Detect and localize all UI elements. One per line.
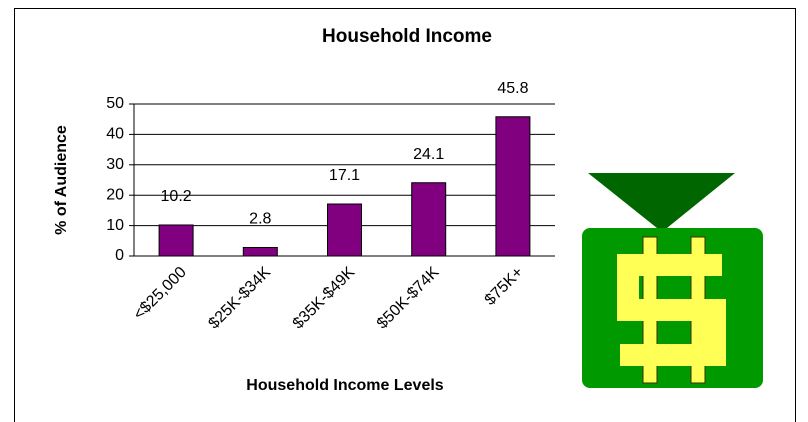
value-label: 45.8 <box>497 80 528 97</box>
y-tick-label: 0 <box>115 247 124 264</box>
y-axis-title: % of Audience <box>53 125 70 235</box>
bar <box>327 203 362 257</box>
chart-title: Household Income <box>322 26 492 47</box>
y-tick-label: 20 <box>106 186 124 203</box>
value-label: 24.1 <box>413 146 444 163</box>
bar <box>242 246 278 257</box>
bar <box>411 182 447 257</box>
x-axis-title: Household Income Levels <box>246 377 443 394</box>
bar <box>495 116 531 257</box>
y-tick-label: 40 <box>106 126 124 143</box>
y-tick-label: 30 <box>106 156 124 173</box>
bar <box>158 224 194 257</box>
money-bag-icon <box>582 173 763 388</box>
y-tick-label: 50 <box>106 95 124 112</box>
value-label: 10.2 <box>161 188 192 205</box>
value-label: 2.8 <box>249 211 271 228</box>
value-label: 17.1 <box>329 167 360 184</box>
y-tick-label: 10 <box>106 217 124 234</box>
